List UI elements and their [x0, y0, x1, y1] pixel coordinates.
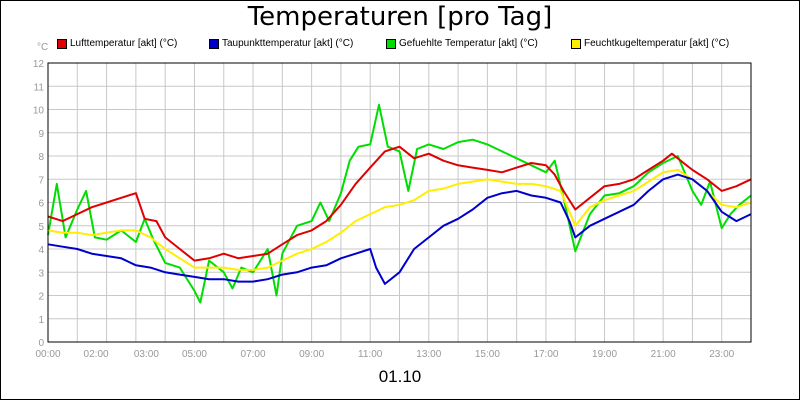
y-tick-label: 4	[38, 245, 44, 256]
series-line-1	[47, 173, 752, 285]
legend-label-lufttemperatur: Lufttemperatur [akt] (°C)	[70, 38, 178, 49]
series-line-2	[47, 103, 752, 304]
grid-layer	[47, 62, 752, 343]
y-tick-label: 5	[38, 222, 44, 233]
y-tick-label: 11	[34, 82, 45, 93]
x-tick-label: 19:00	[592, 349, 617, 360]
series-line-3	[47, 168, 752, 271]
x-tick-label: 03:00	[134, 349, 159, 360]
y-axis-unit: °C	[37, 42, 49, 53]
legend-item-lufttemperatur: Lufttemperatur [akt] (°C)	[57, 38, 177, 49]
x-tick-label: 17:00	[533, 349, 558, 360]
legend-swatch-gefuehlte-temperatur	[386, 38, 396, 49]
x-tick-label: 05:00	[182, 349, 207, 360]
x-tick-label: 23:00	[709, 349, 734, 360]
x-tick-label: 07:00	[241, 349, 266, 360]
y-tick-label: 2	[38, 292, 44, 303]
x-tick-label: 11:00	[358, 349, 383, 360]
legend-item-taupunkttemperatur: Taupunkttemperatur [akt] (°C)	[209, 38, 353, 49]
legend-item-gefuehlte-temperatur: Gefuehlte Temperatur [akt] (°C)	[386, 38, 538, 49]
y-tick-label: 12	[33, 59, 45, 70]
y-tick-label: 9	[38, 129, 44, 140]
x-tick-label: 09:00	[299, 349, 324, 360]
x-tick-label: 00:00	[35, 349, 60, 360]
y-tick-label: 0	[38, 338, 44, 349]
legend-label-gefuehlte-temperatur: Gefuehlte Temperatur [akt] (°C)	[399, 38, 538, 49]
series-line-0	[47, 145, 752, 262]
chart-title: Temperaturen [pro Tag]	[247, 2, 553, 32]
legend-swatch-taupunkttemperatur	[209, 38, 219, 49]
x-tick-label: 13:00	[416, 349, 441, 360]
legend-item-feuchtkugeltemperatur: Feuchtkugeltemperatur [akt] (°C)	[571, 38, 729, 49]
x-tick-label: 21:00	[651, 349, 676, 360]
plot-border	[47, 62, 752, 343]
x-tick-label: 02:00	[84, 349, 109, 360]
x-tick-label: 15:00	[475, 349, 500, 360]
y-tick-label: 1	[38, 315, 44, 326]
x-axis-label: 01.10	[378, 367, 422, 386]
series-layer	[47, 103, 752, 304]
legend-label-feuchtkugeltemperatur: Feuchtkugeltemperatur [akt] (°C)	[584, 38, 730, 49]
legend-label-taupunkttemperatur: Taupunkttemperatur [akt] (°C)	[222, 38, 354, 49]
y-tick-label: 6	[38, 199, 44, 210]
y-tick-label: 8	[38, 152, 44, 163]
legend-swatch-lufttemperatur	[57, 38, 67, 49]
y-tick-label: 10	[33, 106, 45, 117]
y-tick-label: 7	[38, 175, 44, 186]
legend-swatch-feuchtkugeltemperatur	[571, 38, 581, 49]
y-tick-label: 3	[38, 268, 44, 279]
